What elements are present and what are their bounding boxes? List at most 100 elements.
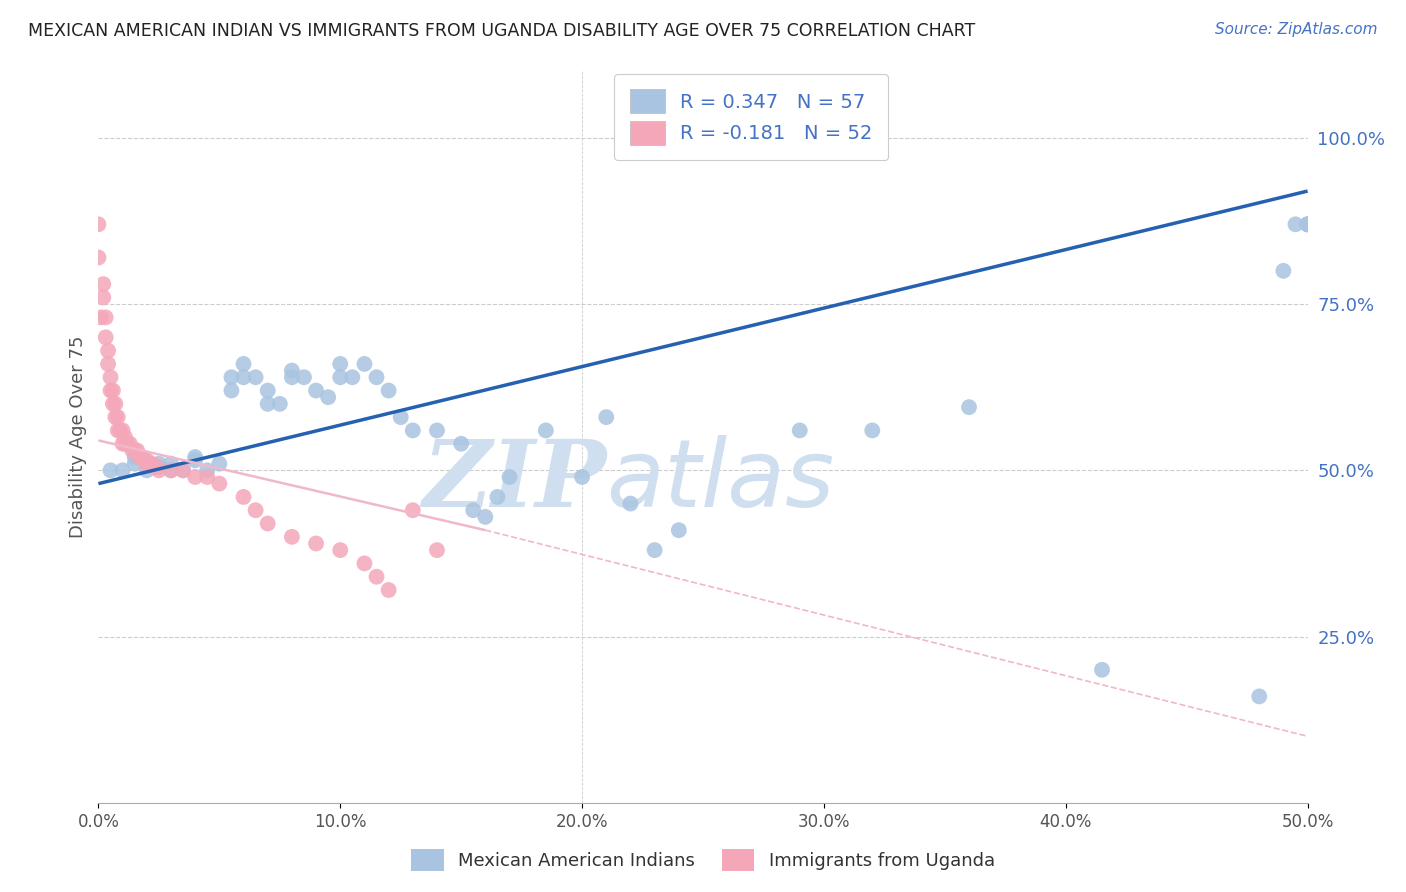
Point xyxy=(256,516,278,531)
Point xyxy=(184,453,207,467)
Point xyxy=(107,424,129,438)
Point xyxy=(389,410,412,425)
Point xyxy=(221,370,243,384)
Point xyxy=(104,397,127,411)
Point xyxy=(256,384,278,398)
Point xyxy=(281,363,304,377)
Point xyxy=(1296,217,1319,231)
Point xyxy=(1296,217,1319,231)
Point xyxy=(124,457,146,471)
Point xyxy=(87,251,110,265)
Point xyxy=(128,450,150,464)
Point xyxy=(353,557,375,571)
Point xyxy=(1091,663,1114,677)
Point xyxy=(117,436,139,450)
Point xyxy=(644,543,666,558)
Point xyxy=(87,217,110,231)
Point xyxy=(402,424,425,438)
Point xyxy=(111,463,134,477)
Legend: R = 0.347   N = 57, R = -0.181   N = 52: R = 0.347 N = 57, R = -0.181 N = 52 xyxy=(614,74,889,160)
Point xyxy=(148,463,170,477)
Point xyxy=(135,463,157,477)
Point xyxy=(245,503,267,517)
Text: MEXICAN AMERICAN INDIAN VS IMMIGRANTS FROM UGANDA DISABILITY AGE OVER 75 CORRELA: MEXICAN AMERICAN INDIAN VS IMMIGRANTS FR… xyxy=(28,22,976,40)
Point xyxy=(195,470,218,484)
Point xyxy=(114,436,136,450)
Point xyxy=(329,543,352,558)
Point xyxy=(450,436,472,450)
Point xyxy=(860,424,883,438)
Point xyxy=(1296,217,1319,231)
Point xyxy=(101,397,124,411)
Point xyxy=(232,490,254,504)
Point xyxy=(94,310,117,325)
Point xyxy=(108,424,131,438)
Text: ZIP: ZIP xyxy=(422,436,606,526)
Point xyxy=(329,370,352,384)
Point xyxy=(486,490,509,504)
Point xyxy=(91,277,114,292)
Point xyxy=(90,310,112,325)
Point xyxy=(329,357,352,371)
Point xyxy=(377,582,399,597)
Point xyxy=(595,410,617,425)
Point xyxy=(463,503,485,517)
Point xyxy=(184,470,207,484)
Point xyxy=(135,453,157,467)
Point xyxy=(269,397,291,411)
Point xyxy=(172,463,194,477)
Point xyxy=(160,463,183,477)
Point xyxy=(145,460,167,475)
Point xyxy=(121,443,143,458)
Point xyxy=(184,450,207,464)
Point xyxy=(143,460,166,475)
Point xyxy=(281,530,304,544)
Point xyxy=(353,357,375,371)
Point xyxy=(148,460,170,475)
Legend: Mexican American Indians, Immigrants from Uganda: Mexican American Indians, Immigrants fro… xyxy=(404,842,1002,879)
Point xyxy=(366,370,388,384)
Point xyxy=(232,357,254,371)
Point xyxy=(316,390,339,404)
Point xyxy=(1284,217,1306,231)
Point xyxy=(534,424,557,438)
Point xyxy=(377,384,399,398)
Point xyxy=(135,457,157,471)
Point xyxy=(619,497,641,511)
Point xyxy=(195,463,218,477)
Point xyxy=(208,457,231,471)
Point xyxy=(668,523,690,537)
Point xyxy=(256,397,278,411)
Point xyxy=(232,370,254,384)
Point xyxy=(94,330,117,344)
Point xyxy=(141,457,163,471)
Point xyxy=(305,536,328,550)
Point xyxy=(124,443,146,458)
Text: atlas: atlas xyxy=(606,435,835,526)
Point xyxy=(107,410,129,425)
Point xyxy=(366,570,388,584)
Point xyxy=(100,370,122,384)
Point xyxy=(281,370,304,384)
Point xyxy=(221,384,243,398)
Point xyxy=(957,400,980,414)
Point xyxy=(1272,264,1295,278)
Point xyxy=(97,357,120,371)
Point xyxy=(789,424,811,438)
Point xyxy=(111,436,134,450)
Point xyxy=(100,384,122,398)
Point xyxy=(118,436,141,450)
Point xyxy=(172,463,194,477)
Point xyxy=(402,503,425,517)
Point xyxy=(474,509,496,524)
Point xyxy=(208,476,231,491)
Point xyxy=(292,370,315,384)
Point xyxy=(1249,690,1271,704)
Point xyxy=(104,410,127,425)
Y-axis label: Disability Age Over 75: Disability Age Over 75 xyxy=(69,335,87,539)
Point xyxy=(498,470,520,484)
Point xyxy=(111,424,134,438)
Point xyxy=(114,430,136,444)
Point xyxy=(101,384,124,398)
Point xyxy=(426,424,449,438)
